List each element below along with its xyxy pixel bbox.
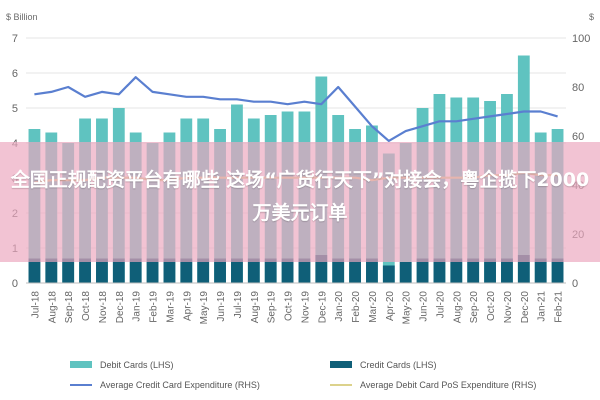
x-axis-tick-label: Jun-19 — [216, 291, 227, 322]
bar-credit-cards — [45, 258, 58, 283]
bar-credit-cards — [264, 258, 277, 283]
x-axis-tick-label: Sep-18 — [64, 291, 75, 324]
bar-credit-cards — [315, 255, 328, 283]
bar-credit-cards — [349, 258, 361, 283]
bar-credit-cards — [180, 258, 193, 283]
bar-credit-cards — [534, 258, 547, 283]
bar-credit-cards — [214, 258, 226, 283]
bar-credit-cards — [62, 258, 75, 283]
x-axis-tick-label: Dec-18 — [115, 291, 126, 324]
legend-label-credit-cards: Credit Cards (LHS) — [360, 360, 437, 370]
left-axis-tick-label: 5 — [12, 103, 18, 115]
bar-credit-cards — [231, 258, 243, 283]
right-axis-tick-label: 60 — [572, 131, 584, 143]
bar-credit-cards — [197, 258, 210, 283]
left-axis-unit: $ Billion — [6, 12, 38, 22]
bar-credit-cards — [551, 258, 564, 283]
x-axis-tick-label: Sep-20 — [469, 291, 480, 324]
bar-credit-cards — [517, 255, 530, 283]
bar-credit-cards — [129, 258, 142, 283]
x-axis-tick-label: Feb-20 — [351, 291, 362, 323]
legend-swatch-debit-cards — [70, 361, 92, 368]
bar-credit-cards — [416, 258, 429, 283]
bar-credit-cards — [366, 258, 378, 283]
chart-legend: Debit Cards (LHS) Credit Cards (LHS) Ave… — [0, 356, 600, 400]
legend-label-avg-credit: Average Credit Card Expenditure (RHS) — [100, 380, 260, 390]
bar-credit-cards — [163, 258, 176, 283]
x-axis-tick-label: Mar-19 — [165, 291, 176, 323]
right-axis-tick-label: 0 — [572, 278, 578, 290]
x-axis-tick-label: Jan-21 — [537, 291, 548, 322]
bar-credit-cards — [450, 258, 463, 283]
x-axis-tick-label: Aug-19 — [250, 291, 261, 324]
legend-label-debit-cards: Debit Cards (LHS) — [100, 360, 174, 370]
x-axis-tick-label: Feb-21 — [554, 291, 565, 323]
x-axis-tick-label: Nov-18 — [98, 291, 109, 324]
legend-line-avg-credit — [70, 384, 92, 386]
bar-credit-cards — [433, 258, 446, 283]
right-axis-unit: $ — [588, 12, 594, 22]
left-axis-tick-label: 6 — [12, 68, 18, 80]
x-axis-tick-label: Sep-19 — [267, 291, 278, 324]
bar-credit-cards — [399, 262, 412, 283]
x-axis-tick-label: Jun-20 — [419, 291, 430, 322]
x-axis-tick-label: Oct-20 — [486, 291, 497, 321]
bar-credit-cards — [146, 258, 159, 283]
x-axis-tick-label: Oct-19 — [284, 291, 295, 321]
x-axis-tick-label: Jan-20 — [334, 291, 345, 322]
x-axis-tick-label: Dec-19 — [317, 291, 328, 324]
bar-credit-cards — [79, 258, 91, 283]
right-axis-tick-label: 80 — [572, 82, 584, 94]
bar-credit-cards — [298, 258, 311, 283]
bar-credit-cards — [112, 258, 125, 283]
left-axis-tick-label: 0 — [12, 278, 18, 290]
bar-credit-cards — [96, 258, 108, 283]
x-axis-tick-label: Dec-20 — [520, 291, 531, 324]
x-axis-tick-label: Feb-19 — [149, 291, 160, 323]
right-axis-tick-label: 100 — [572, 33, 590, 45]
x-axis-tick-label: Apr-20 — [385, 291, 396, 321]
x-axis-tick-label: Mar-20 — [368, 291, 379, 323]
bar-credit-cards — [281, 258, 294, 283]
x-axis-tick-label: Jul-20 — [435, 291, 446, 319]
x-axis-tick-label: Jul-19 — [233, 291, 244, 319]
bar-credit-cards — [484, 258, 496, 283]
x-axis-tick-label: Jan-19 — [132, 291, 143, 322]
bar-credit-cards — [501, 258, 513, 283]
legend-line-avg-debit — [330, 384, 352, 386]
x-axis-tick-label: Aug-20 — [452, 291, 463, 324]
x-axis-tick-label: Apr-19 — [182, 291, 193, 321]
bar-credit-cards — [247, 258, 260, 283]
legend-swatch-credit-cards — [330, 361, 352, 368]
x-axis-tick-label: May-20 — [402, 291, 413, 325]
legend-label-avg-debit: Average Debit Card PoS Expenditure (RHS) — [360, 380, 537, 390]
bar-credit-cards — [332, 258, 345, 283]
bar-credit-cards — [467, 258, 480, 283]
x-axis-tick-label: Nov-20 — [503, 291, 514, 324]
line-avg-credit-expenditure — [34, 76, 558, 142]
x-axis-tick-label: May-19 — [199, 291, 210, 325]
headline-overlay-text: 全国正规配资平台有哪些 这场“广货行天下”对接会，粤企揽下2000万美元订单 — [10, 169, 590, 224]
headline-overlay-band — [0, 142, 600, 262]
bar-credit-cards — [28, 258, 41, 283]
bar-credit-cards — [382, 265, 395, 283]
x-axis-tick-label: Nov-19 — [300, 291, 311, 324]
left-axis-tick-label: 7 — [12, 33, 18, 45]
x-axis-tick-label: Oct-18 — [81, 291, 92, 321]
x-axis-tick-label: Aug-18 — [47, 291, 58, 324]
x-axis-tick-label: Jul-18 — [30, 291, 41, 319]
